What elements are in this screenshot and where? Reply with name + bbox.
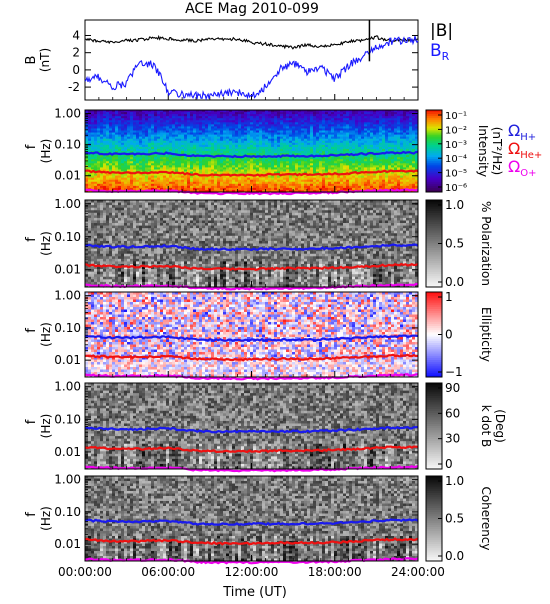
f-axis-unit: (Hz) [39, 322, 53, 347]
f-axis-label: f [24, 419, 39, 424]
f-tick-label: 0.01 [54, 263, 81, 277]
b-tick-label: -2 [68, 80, 80, 94]
time-tick-label: 00:00:00 [58, 565, 112, 579]
f-tick-label: 1.00 [54, 473, 81, 487]
colorbar-label: k dot B [479, 405, 493, 447]
legend-bmag: |B| [430, 21, 453, 41]
colorbar-tick-label: 10⁻⁶ [445, 183, 467, 194]
f-tick-label: 0.10 [54, 230, 81, 244]
colorbar-tick-label: 10⁻³ [445, 140, 467, 151]
time-tick-label: 18:00:00 [308, 565, 362, 579]
heatmap-kdotb [85, 383, 418, 469]
heatmap-coherency [85, 476, 418, 561]
figure-title: ACE Mag 2010-099 [185, 1, 319, 17]
f-axis-unit: (Hz) [39, 414, 53, 439]
colorbar-tick-label: 0.0 [445, 549, 464, 563]
heatmap-polarization [85, 200, 418, 287]
colorbar-tick-label: 1 [445, 290, 453, 304]
f-axis-label: f [24, 328, 39, 333]
colorbar-tick-label: 0.0 [445, 275, 464, 289]
heatmap-intensity [85, 110, 418, 192]
colorbar-kdotb [426, 383, 442, 470]
f-tick-label: 0.10 [54, 138, 81, 152]
f-tick-label: 1.00 [54, 107, 81, 121]
colorbar-tick-label: 1.0 [445, 198, 464, 212]
colorbar-tick-label: 0.5 [445, 237, 464, 251]
f-tick-label: 0.10 [54, 412, 81, 426]
colorbar-tick-label: 0.5 [445, 512, 464, 526]
f-axis-unit: (Hz) [39, 506, 53, 531]
f-tick-label: 0.01 [54, 537, 81, 551]
colorbar-label: % Polarization [479, 201, 493, 286]
f-tick-label: 1.00 [54, 380, 81, 394]
colorbar-tick-label: 10⁻¹ [445, 111, 467, 122]
x-axis-title: Time (UT) [222, 585, 287, 600]
b-tick-label: 4 [72, 28, 80, 42]
f-tick-label: 0.10 [54, 505, 81, 519]
f-axis-label: f [24, 237, 39, 242]
colorbar-tick-label: 0 [445, 328, 453, 342]
colorbar-tick-label: 60 [445, 406, 460, 420]
time-tick-label: 12:00:00 [225, 565, 279, 579]
colorbar-tick-label: 10⁻⁵ [445, 169, 467, 180]
legend-br: BR [430, 41, 450, 63]
f-axis-unit: (Hz) [39, 139, 53, 164]
colorbar-tick-label: −1 [445, 365, 463, 379]
colorbar-tick-label: 10⁻² [445, 125, 467, 136]
colorbar-unit: (nT²/Hz) [490, 127, 504, 175]
b-axis-label: B [24, 56, 39, 65]
f-tick-label: 1.00 [54, 289, 81, 303]
f-tick-label: 1.00 [54, 197, 81, 211]
colorbar-label: Intensity [476, 125, 490, 177]
f-tick-label: 0.01 [54, 353, 81, 367]
f-tick-label: 0.01 [54, 169, 81, 183]
plot-layer: 1.000.100.01f(Hz)10⁻¹10⁻²10⁻³10⁻⁴10⁻⁵10⁻… [24, 20, 542, 579]
f-tick-label: 0.10 [54, 321, 81, 335]
b-tick-label: 0 [72, 63, 80, 77]
f-axis-unit: (Hz) [39, 231, 53, 256]
f-axis-label: f [24, 512, 39, 517]
b-tick-label: 2 [72, 46, 80, 60]
field-panel-frame [85, 20, 418, 100]
colorbar-label: Coherency [479, 486, 493, 550]
colorbar-unit: (Deg) [493, 409, 507, 443]
colorbar-intensity [426, 110, 442, 193]
colorbar-tick-label: 90 [445, 381, 460, 395]
colorbar-tick-label: 30 [445, 432, 460, 446]
colorbar-tick-label: 0 [445, 457, 453, 471]
f-tick-label: 0.01 [54, 445, 81, 459]
b-axis-unit: (nT) [38, 48, 52, 72]
colorbar-tick-label: 10⁻⁴ [445, 154, 467, 165]
time-tick-label: 24:00:00 [391, 565, 445, 579]
colorbar-label: Ellipticity [479, 307, 493, 362]
colorbar-tick-label: 1.0 [445, 474, 464, 488]
f-axis-label: f [24, 144, 39, 149]
heatmap-ellipticity [85, 292, 418, 377]
time-tick-label: 06:00:00 [141, 565, 195, 579]
